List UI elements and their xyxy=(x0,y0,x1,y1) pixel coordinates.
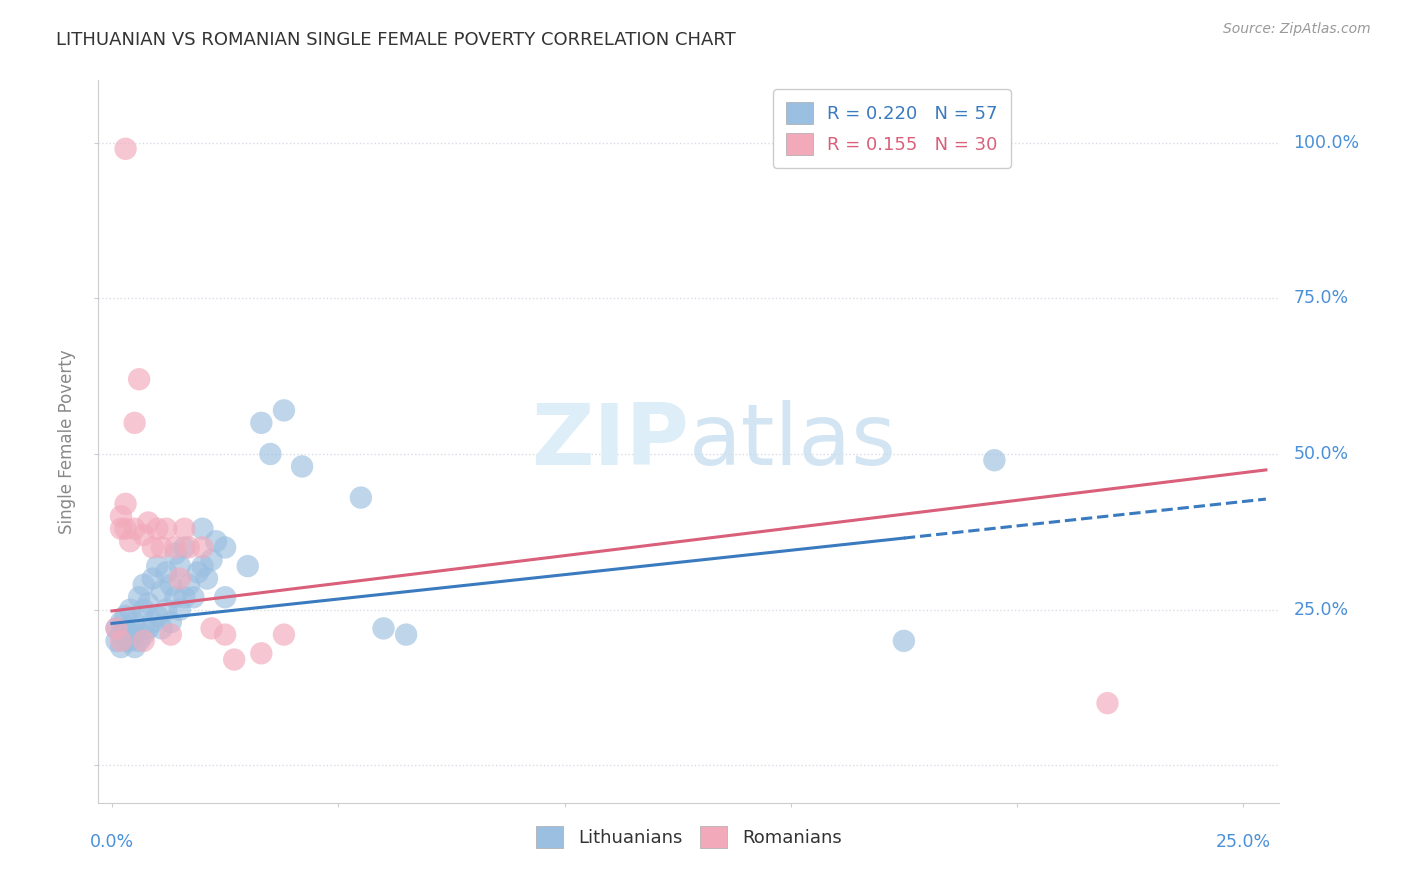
Point xyxy=(110,615,132,630)
Point xyxy=(132,633,155,648)
Point xyxy=(150,621,173,635)
Text: Source: ZipAtlas.com: Source: ZipAtlas.com xyxy=(1223,22,1371,37)
Text: 25.0%: 25.0% xyxy=(1294,600,1348,619)
Text: ZIP: ZIP xyxy=(531,400,689,483)
Point xyxy=(236,559,259,574)
Point xyxy=(250,416,273,430)
Point xyxy=(124,416,146,430)
Point xyxy=(159,615,181,630)
Point xyxy=(200,621,222,635)
Point xyxy=(132,603,155,617)
Point xyxy=(893,633,915,648)
Point xyxy=(136,621,159,635)
Point xyxy=(177,541,200,555)
Point xyxy=(200,553,222,567)
Y-axis label: Single Female Poverty: Single Female Poverty xyxy=(58,350,76,533)
Point xyxy=(120,603,142,617)
Point xyxy=(146,609,169,624)
Text: 75.0%: 75.0% xyxy=(1294,289,1348,307)
Point xyxy=(142,572,165,586)
Text: 100.0%: 100.0% xyxy=(1294,134,1360,152)
Point xyxy=(273,627,295,641)
Point xyxy=(169,603,191,617)
Point xyxy=(128,591,150,605)
Point xyxy=(395,627,418,641)
Point xyxy=(110,633,132,648)
Point xyxy=(195,572,218,586)
Point xyxy=(114,609,136,624)
Point xyxy=(250,646,273,660)
Point xyxy=(214,627,236,641)
Point xyxy=(142,615,165,630)
Point xyxy=(124,615,146,630)
Point xyxy=(205,534,228,549)
Point xyxy=(150,584,173,599)
Point xyxy=(128,633,150,648)
Point xyxy=(173,522,195,536)
Text: 25.0%: 25.0% xyxy=(1216,833,1271,851)
Point xyxy=(132,528,155,542)
Point xyxy=(165,547,187,561)
Point xyxy=(110,509,132,524)
Point xyxy=(169,572,191,586)
Text: atlas: atlas xyxy=(689,400,897,483)
Point xyxy=(1097,696,1119,710)
Text: 0.0%: 0.0% xyxy=(90,833,134,851)
Point xyxy=(173,541,195,555)
Point xyxy=(114,633,136,648)
Point xyxy=(165,541,187,555)
Legend: Lithuanians, Romanians: Lithuanians, Romanians xyxy=(529,819,849,855)
Point xyxy=(259,447,281,461)
Point xyxy=(187,566,209,580)
Point xyxy=(183,591,205,605)
Point xyxy=(214,591,236,605)
Point xyxy=(146,522,169,536)
Point xyxy=(155,603,177,617)
Text: LITHUANIAN VS ROMANIAN SINGLE FEMALE POVERTY CORRELATION CHART: LITHUANIAN VS ROMANIAN SINGLE FEMALE POV… xyxy=(56,31,735,49)
Point xyxy=(350,491,373,505)
Text: 50.0%: 50.0% xyxy=(1294,445,1348,463)
Point xyxy=(105,621,128,635)
Point xyxy=(136,597,159,611)
Point xyxy=(124,640,146,654)
Point xyxy=(159,578,181,592)
Point xyxy=(114,142,136,156)
Point xyxy=(177,578,200,592)
Point xyxy=(110,627,132,641)
Point xyxy=(136,516,159,530)
Point xyxy=(132,578,155,592)
Point xyxy=(373,621,395,635)
Point xyxy=(214,541,236,555)
Point xyxy=(124,522,146,536)
Point xyxy=(114,522,136,536)
Point xyxy=(273,403,295,417)
Point xyxy=(155,522,177,536)
Point xyxy=(120,633,142,648)
Point xyxy=(155,566,177,580)
Point xyxy=(191,522,214,536)
Point xyxy=(132,627,155,641)
Point xyxy=(110,640,132,654)
Point xyxy=(224,652,246,666)
Point xyxy=(128,372,150,386)
Point xyxy=(114,497,136,511)
Point xyxy=(120,534,142,549)
Point xyxy=(150,541,173,555)
Point xyxy=(191,541,214,555)
Point xyxy=(191,559,214,574)
Point xyxy=(105,633,128,648)
Point xyxy=(291,459,314,474)
Point xyxy=(142,541,165,555)
Point xyxy=(120,621,142,635)
Point xyxy=(146,559,169,574)
Point xyxy=(169,559,191,574)
Point xyxy=(165,591,187,605)
Point xyxy=(173,591,195,605)
Point xyxy=(114,621,136,635)
Point xyxy=(110,522,132,536)
Point xyxy=(124,627,146,641)
Point xyxy=(105,621,128,635)
Point xyxy=(159,627,181,641)
Point xyxy=(983,453,1005,467)
